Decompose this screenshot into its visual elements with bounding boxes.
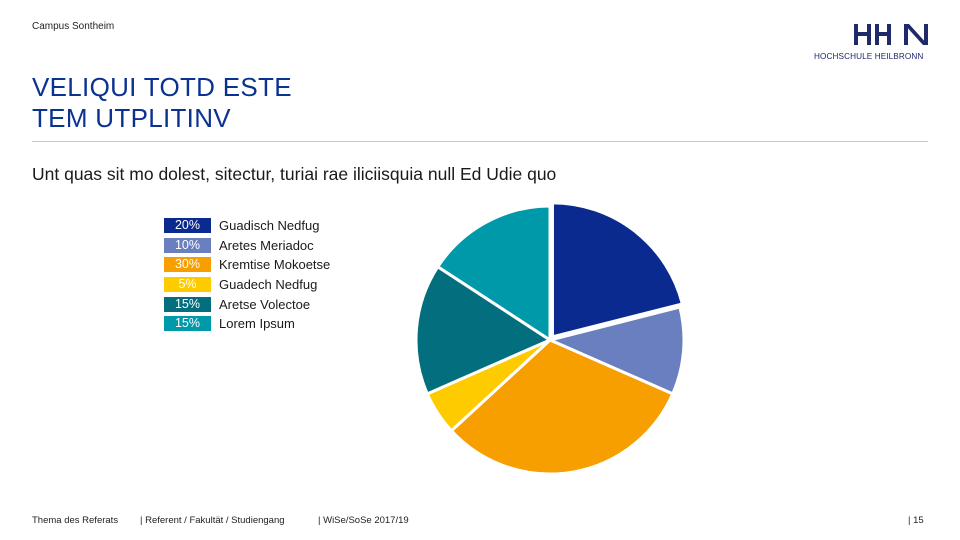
legend-label-5: Lorem Ipsum [219,316,295,332]
legend-swatch-3: 5% [164,277,211,293]
subtitle: Unt quas sit mo dolest, sitectur, turiai… [32,164,557,184]
legend-item: 5% Guadech Nedfug [164,275,330,295]
title-line-2: TEM UTPLITINV [32,103,231,133]
title-line-1: VELIQUI TOTD ESTE [32,72,292,102]
chart-legend: 20% Guadisch Nedfug 10% Aretes Meriadoc … [164,216,330,334]
footer-page-number: | 15 [908,515,924,526]
legend-item: 15% Aretse Volectoe [164,294,330,314]
pie-slice-0 [550,201,684,339]
hhn-logo-icon [854,24,928,45]
page-title: VELIQUI TOTD ESTE TEM UTPLITINV [32,72,292,134]
legend-label-1: Aretes Meriadoc [219,237,314,253]
legend-item: 10% Aretes Meriadoc [164,236,330,256]
legend-swatch-4: 15% [164,296,211,312]
legend-swatch-5: 15% [164,316,211,332]
legend-item: 20% Guadisch Nedfug [164,216,330,236]
legend-label-3: Guadech Nedfug [219,277,318,293]
legend-label-4: Aretse Volectoe [219,296,311,312]
footer-topic: Thema des Referats [32,515,119,526]
footer-semester: | WiSe/SoSe 2017/19 [318,515,409,526]
footer-author: | Referent / Fakultät / Studiengang [140,515,285,526]
pie-slice-2 [449,338,675,476]
legend-item: 15% Lorem Ipsum [164,314,330,334]
title-divider [32,141,928,142]
pie-slice-4 [414,265,552,396]
pie-slice-5 [436,204,552,342]
campus-label: Campus Sontheim [32,21,115,32]
pie-slice-1 [548,305,686,396]
legend-label-0: Guadisch Nedfug [219,218,320,234]
legend-label-2: Kremtise Mokoetse [219,257,331,273]
logo-subtitle: HOCHSCHULE HEILBRONN [814,52,924,61]
legend-swatch-0: 20% [164,218,211,234]
legend-swatch-1: 10% [164,237,211,253]
legend-item: 30% Kremtise Mokoetse [164,255,330,275]
pie-chart [414,201,686,476]
hhn-logo: HOCHSCHULE HEILBRONN [814,22,932,66]
legend-swatch-2: 30% [164,257,211,273]
